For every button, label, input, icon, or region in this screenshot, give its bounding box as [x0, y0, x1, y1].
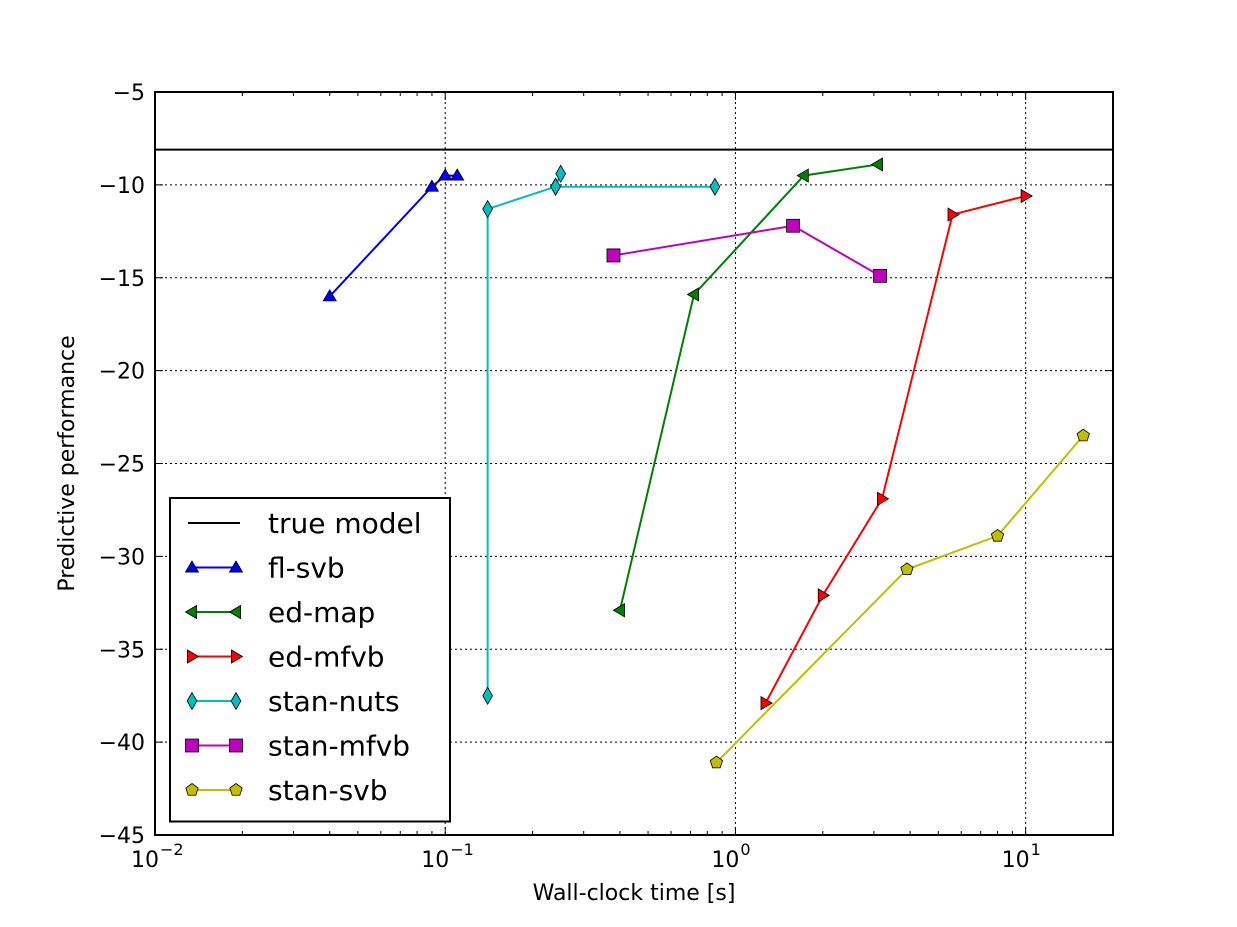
- y-tick-label: −25: [99, 453, 145, 478]
- legend-marker: [185, 783, 199, 796]
- series-line-stan-nuts: [486, 173, 715, 696]
- legend-entry: true model: [188, 507, 422, 540]
- data-point-stan-svb: [709, 755, 724, 769]
- data-point-ed-mfvb: [947, 207, 960, 222]
- data-point-ed-map: [796, 168, 809, 183]
- data-point-ed-mfvb: [877, 491, 890, 506]
- x-tick-exponent: 0: [740, 840, 750, 859]
- series-stan-mfvb: [606, 218, 887, 283]
- x-tick-base: 10: [131, 848, 159, 873]
- data-point-ed-mfvb: [760, 695, 773, 711]
- legend-entry: stan-nuts: [186, 685, 400, 718]
- y-tick-label: −40: [99, 731, 145, 756]
- legend-label: stan-nuts: [268, 685, 400, 718]
- data-point-stan-nuts: [482, 199, 493, 219]
- data-point-stan-svb: [900, 562, 914, 576]
- legend-marker: [186, 691, 198, 711]
- y-tick-label: −20: [99, 360, 145, 385]
- legend-label: true model: [268, 507, 422, 540]
- x-tick-base: 10: [421, 848, 449, 873]
- y-axis-label: Predictive performance: [55, 335, 80, 591]
- data-point-ed-map: [612, 603, 625, 618]
- y-tick-label: −10: [99, 174, 145, 199]
- data-point-ed-mfvb: [817, 588, 831, 603]
- legend-label: fl-svb: [268, 552, 345, 585]
- legend-marker: [184, 560, 200, 573]
- series-layer: [322, 157, 1090, 769]
- legend-marker: [231, 649, 244, 664]
- x-axis-label: Wall-clock time [s]: [533, 881, 736, 906]
- legend-box: [169, 497, 451, 823]
- data-point-fl-svb: [438, 168, 453, 181]
- data-point-ed-mfvb: [1020, 188, 1033, 204]
- x-tick-label: 10 −1: [421, 840, 474, 873]
- data-point-stan-svb: [1076, 428, 1090, 442]
- legend-marker: [228, 560, 244, 573]
- legend-label: stan-svb: [268, 774, 388, 807]
- legend: true model fl-svb ed-map ed-mfvb stan-nuts st…: [169, 497, 451, 823]
- legend-marker: [185, 738, 199, 753]
- x-tick-exponent: 1: [1031, 840, 1041, 859]
- grid: [155, 92, 1113, 835]
- legend-entry: ed-mfvb: [187, 641, 385, 674]
- y-tick-label: −15: [99, 267, 145, 292]
- data-point-fl-svb: [450, 168, 465, 181]
- y-tick-label: −30: [99, 545, 145, 570]
- data-point-stan-mfvb: [873, 268, 887, 283]
- data-point-stan-svb: [990, 528, 1005, 542]
- series-line-stan-mfvb: [613, 224, 881, 277]
- data-point-ed-map: [870, 157, 883, 172]
- series-line-fl-svb: [328, 174, 458, 298]
- x-tick-base: 10: [711, 848, 739, 873]
- series-ed-mfvb: [760, 188, 1033, 711]
- series-line-ed-map: [618, 163, 879, 611]
- data-point-fl-svb: [424, 179, 440, 192]
- series-stan-svb: [709, 428, 1090, 769]
- legend-marker: [229, 783, 243, 796]
- x-tick-base: 10: [1002, 848, 1030, 873]
- series-ed-map: [612, 157, 883, 618]
- legend-marker: [229, 738, 243, 753]
- data-point-ed-map: [686, 287, 699, 302]
- data-point-fl-svb: [322, 289, 337, 302]
- x-tick-exponent: −2: [160, 840, 184, 859]
- y-tick-label: −5: [113, 81, 145, 106]
- data-point-stan-nuts: [550, 177, 561, 196]
- x-axis-ticks: 10 −2 10 −1 10 0 10 1: [131, 92, 1114, 873]
- data-point-stan-nuts: [709, 177, 721, 196]
- x-tick-exponent: −1: [450, 840, 474, 859]
- legend-entry: fl-svb: [184, 552, 345, 585]
- y-axis-ticks: −5 −10 −15 −20 −25 −30 −35 −40 −45: [99, 81, 1113, 849]
- legend-label: stan-mfvb: [268, 730, 410, 763]
- legend-marker: [187, 649, 200, 664]
- data-point-stan-nuts: [555, 164, 567, 183]
- data-point-stan-nuts: [482, 686, 493, 705]
- series-line-stan-svb: [715, 434, 1085, 764]
- legend-label: ed-mfvb: [268, 641, 385, 674]
- data-point-stan-mfvb: [606, 248, 621, 263]
- x-tick-label: 10 −2: [131, 840, 184, 873]
- legend-entry: ed-map: [184, 596, 375, 629]
- legend-marker: [230, 691, 242, 711]
- series-line-ed-mfvb: [764, 195, 1026, 704]
- legend-entry: stan-svb: [185, 774, 388, 807]
- y-tick-label: −45: [99, 824, 145, 849]
- legend-entry: stan-mfvb: [185, 730, 410, 763]
- series-stan-nuts: [482, 164, 721, 705]
- legend-marker: [228, 604, 241, 620]
- x-tick-label: 10 1: [1002, 840, 1041, 873]
- series-fl-svb: [322, 168, 465, 302]
- data-point-stan-mfvb: [786, 218, 800, 233]
- x-tick-label: 10 0: [711, 840, 750, 873]
- legend-label: ed-map: [268, 596, 375, 629]
- y-tick-label: −35: [99, 638, 145, 663]
- legend-marker: [184, 604, 197, 620]
